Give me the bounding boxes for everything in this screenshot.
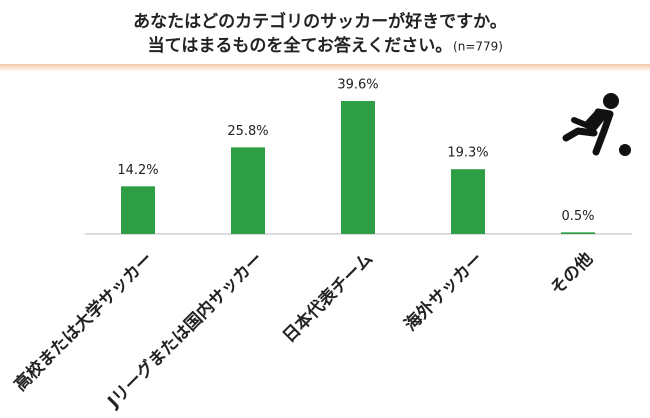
bar <box>231 147 265 234</box>
chart-title: あなたはどのカテゴリのサッカーが好きですか。 <box>133 11 507 32</box>
bar <box>341 101 375 234</box>
sample-size: (n=779) <box>453 40 503 54</box>
value-label: 25.8% <box>227 124 268 139</box>
x-tick-label: 日本代表チーム <box>278 248 377 347</box>
value-label: 19.3% <box>447 146 488 161</box>
value-label: 14.2% <box>117 163 158 178</box>
bar <box>451 169 485 234</box>
value-label: 39.6% <box>337 78 378 93</box>
chart-subtitle: 当てはまるものを全てお答えください。 <box>148 35 453 56</box>
bar <box>121 186 155 234</box>
x-tick-label: その他 <box>546 248 597 299</box>
header-separator <box>0 64 650 72</box>
x-tick-label: 海外サッカー <box>400 248 487 335</box>
soccer-icon <box>562 93 631 156</box>
bar <box>561 232 595 234</box>
value-label: 0.5% <box>561 209 594 224</box>
